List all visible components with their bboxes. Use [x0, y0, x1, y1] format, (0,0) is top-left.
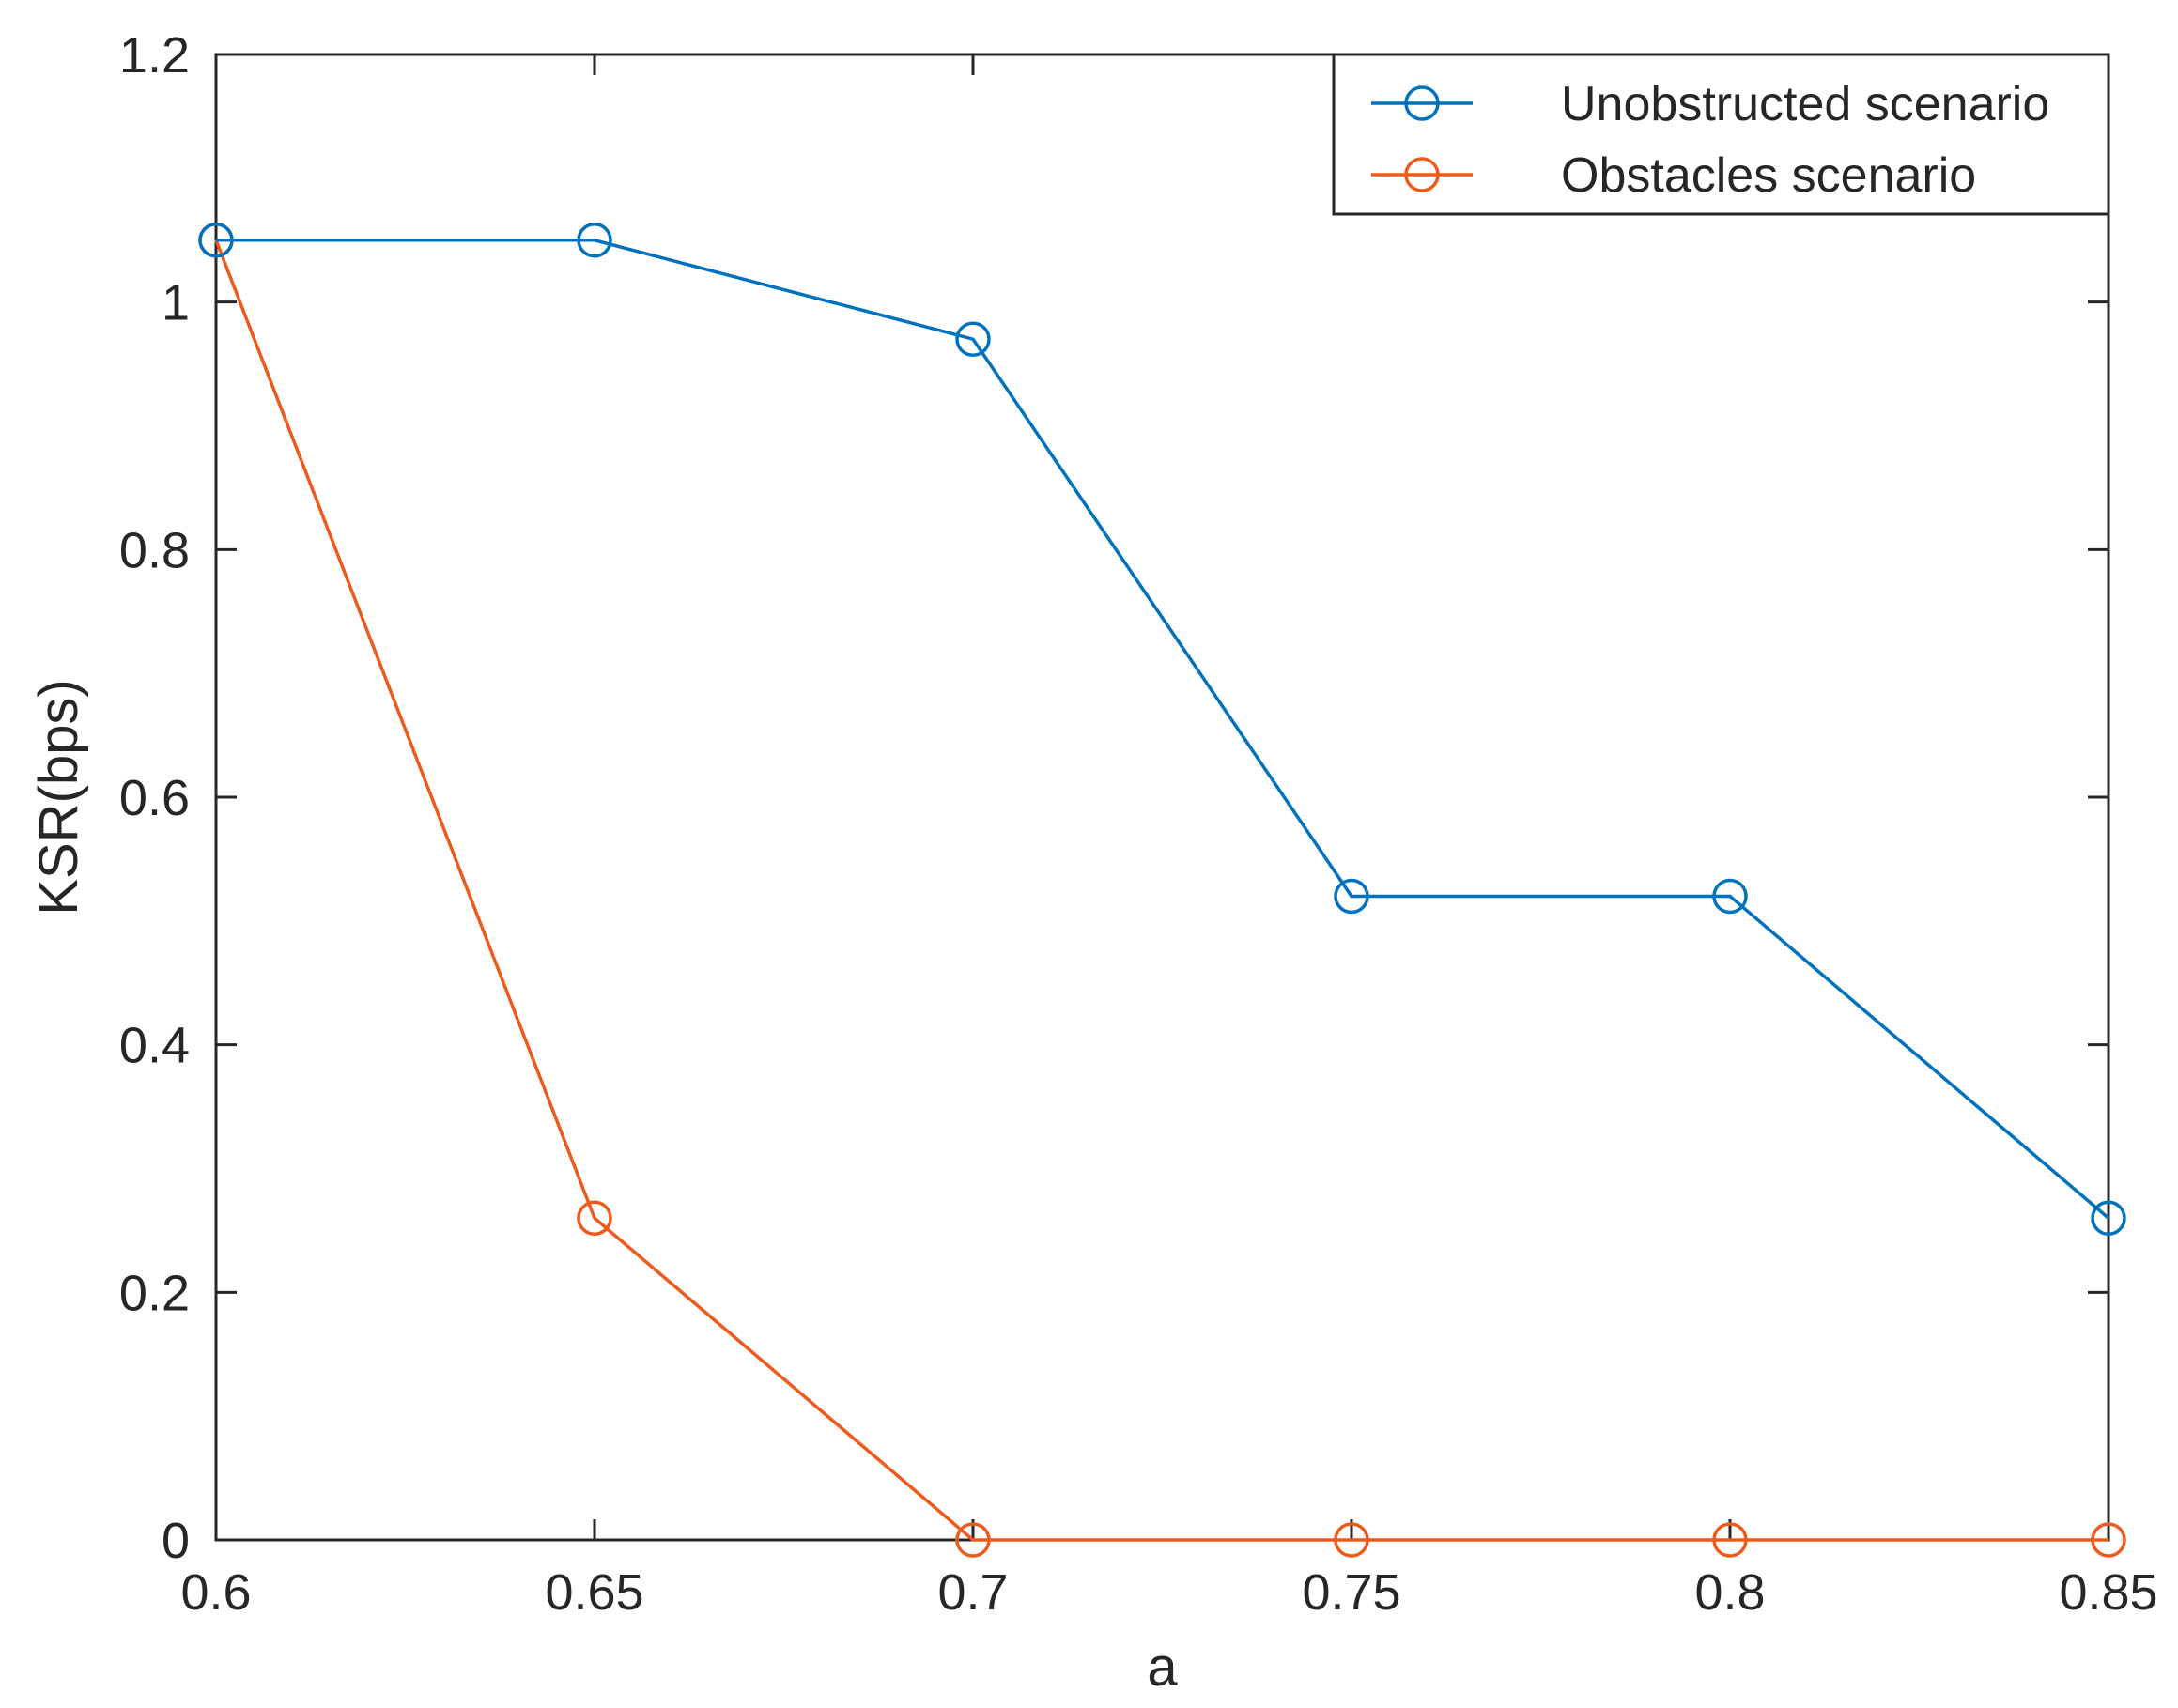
series-0: [198, 223, 2126, 1236]
y-tick-label: 0: [162, 1513, 190, 1569]
data-point: [1334, 1522, 1369, 1558]
x-tick-label: 0.8: [1694, 1564, 1765, 1621]
plot-area: [214, 53, 2110, 1542]
x-tick-label: 0.7: [937, 1564, 1008, 1621]
x-tick-label: 0.75: [1302, 1564, 1400, 1621]
x-tick-label: 0.6: [180, 1564, 251, 1621]
x-tick-label: 0.65: [545, 1564, 643, 1621]
legend-swatch-marker: [1404, 85, 1440, 121]
data-point: [577, 1200, 612, 1236]
legend-swatch-marker: [1404, 157, 1440, 192]
series-line: [214, 239, 2108, 1542]
series-line: [216, 239, 2110, 1220]
data-point: [1712, 878, 1748, 915]
plot-frame: [214, 53, 2110, 1542]
data-point: [1712, 1522, 1748, 1558]
data-point: [1334, 878, 1369, 915]
y-tick-label: 1: [162, 275, 190, 331]
data-point: [2091, 1200, 2126, 1236]
data-point: [198, 223, 234, 258]
data-point: [955, 1522, 991, 1558]
y-tick-label: 0.6: [119, 770, 190, 826]
legend-entry: Obstacles scenario: [1371, 148, 1976, 203]
y-tick-label: 0.2: [119, 1265, 190, 1321]
data-point: [577, 223, 612, 258]
series-group: [198, 223, 2126, 1558]
y-tick-label: 0.8: [119, 522, 190, 578]
x-axis-label: a: [1147, 1637, 1178, 1698]
legend-entry: Unobstructed scenario: [1371, 77, 2049, 131]
legend-label: Obstacles scenario: [1561, 148, 1976, 203]
y-axis-label: KSR(bps): [28, 679, 89, 915]
data-point: [2091, 1522, 2126, 1558]
y-tick-label: 0.4: [119, 1018, 190, 1074]
data-point: [955, 321, 991, 357]
legend-label: Unobstructed scenario: [1561, 77, 2049, 131]
axes: 0.6 0.65 0.7 0.75 0.8 0.85 0 0.2 0.4 0.6 0.8 1 1.2: [119, 27, 2158, 1621]
legend: Unobstructed scenario Obstacles scenario: [1332, 53, 2110, 216]
legend-box: [1332, 53, 2110, 216]
y-tick-label: 1.2: [119, 27, 190, 84]
x-tick-label: 0.85: [2059, 1564, 2157, 1621]
